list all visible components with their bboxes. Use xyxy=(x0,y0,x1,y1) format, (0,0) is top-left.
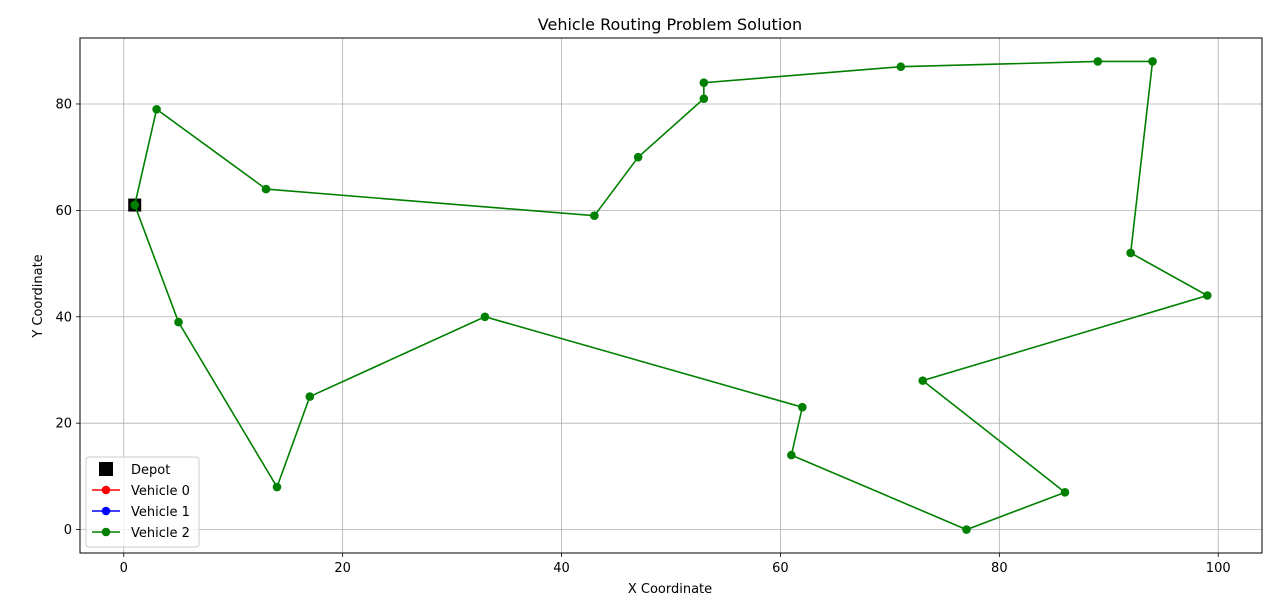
grid-lines xyxy=(80,38,1262,553)
vehicle-2-stop-point xyxy=(633,152,643,162)
vehicle-2-stop-point xyxy=(699,78,709,87)
legend-vehicle-2-marker xyxy=(101,527,111,537)
vehicle-2-stop-point xyxy=(590,211,599,220)
legend-vehicle-2-label: Vehicle 2 xyxy=(131,526,190,541)
vehicle-2-stop-point xyxy=(787,450,796,460)
legend-box xyxy=(85,456,200,548)
vehicle-2-stop-point xyxy=(1202,291,1212,300)
vehicle-2-stop-point xyxy=(272,482,282,492)
chart-title: Vehicle Routing Problem Solution xyxy=(538,15,802,34)
x-axis-label: X Coordinate xyxy=(628,582,712,597)
vehicle-2-stop-point xyxy=(152,104,161,114)
y-tick-label: 80 xyxy=(55,97,72,112)
vehicle-2-stop-point xyxy=(174,317,183,327)
vehicle-2-route-line xyxy=(133,60,1210,531)
x-tick-label: 100 xyxy=(1206,561,1231,576)
legend-vehicle-0-label: Vehicle 0 xyxy=(131,484,190,499)
route-series xyxy=(128,57,1212,534)
legend-depot-swatch xyxy=(99,462,113,476)
legend: Depot Vehicle 0 Vehicle 1 Vehicle 2 xyxy=(85,456,200,548)
vehicle-2-stop-point xyxy=(1148,57,1157,66)
vehicle-2-stop-point xyxy=(261,184,271,194)
y-tick-label: 40 xyxy=(55,310,72,325)
x-tick-label: 40 xyxy=(553,561,570,576)
y-tick-label: 60 xyxy=(55,204,72,219)
vehicle-2-stop-point xyxy=(1126,248,1135,258)
y-tick-label: 0 xyxy=(64,523,72,538)
y-axis-label: Y Coordinate xyxy=(31,254,46,338)
legend-depot-label: Depot xyxy=(131,463,170,478)
vehicle-2-stop-point xyxy=(962,525,971,534)
x-tick-label: 80 xyxy=(991,561,1008,576)
legend-vehicle-1-label: Vehicle 1 xyxy=(131,505,190,520)
vehicle-2-stop-point xyxy=(480,312,490,322)
vehicle-2-stop-point xyxy=(896,62,906,72)
vehicle-2-stop-point xyxy=(130,200,140,210)
x-tick-label: 60 xyxy=(772,561,789,576)
vehicle-2-stop-point xyxy=(918,376,928,385)
y-tick-label: 20 xyxy=(55,417,72,432)
vehicle-2-stop-point xyxy=(699,94,709,103)
legend-vehicle-1-marker xyxy=(101,506,111,516)
x-tick-label: 20 xyxy=(334,561,351,576)
x-tick-label: 0 xyxy=(120,561,128,576)
axis-ticks: 0 20 40 60 80 100 0 20 40 60 80 xyxy=(55,97,1230,576)
vehicle-2-stop-point xyxy=(305,392,315,401)
vehicle-2-stop-point xyxy=(798,402,807,412)
plot-frame xyxy=(79,37,1263,554)
vehicle-2-stop-point xyxy=(1060,488,1070,497)
vehicle-2-stop-point xyxy=(1093,57,1103,66)
legend-vehicle-0-marker xyxy=(101,485,111,495)
